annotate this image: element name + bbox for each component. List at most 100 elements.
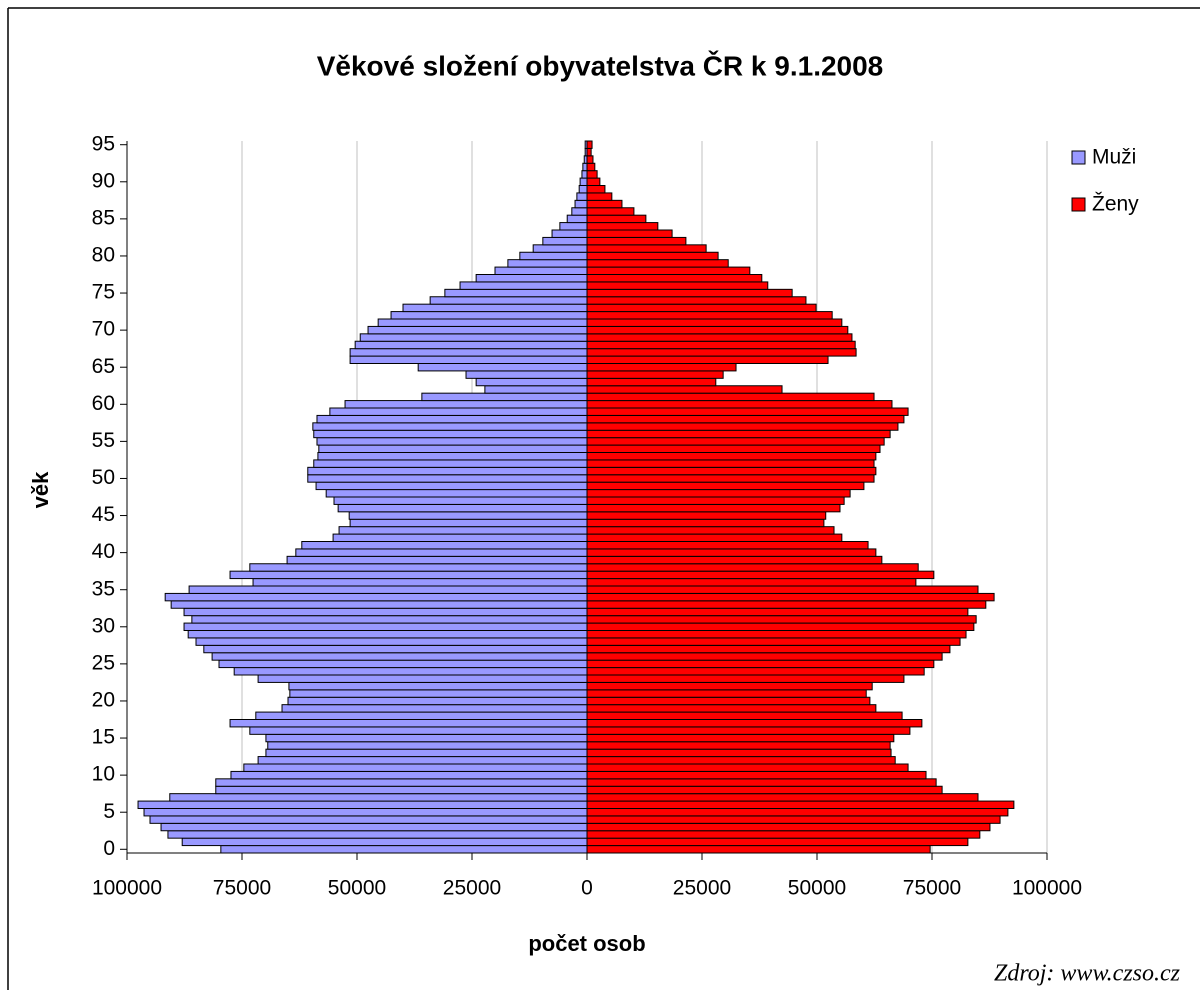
- bar: [586, 288, 793, 298]
- bar: [149, 815, 588, 824]
- bar: [586, 511, 827, 520]
- bar: [349, 518, 588, 528]
- bar: [586, 548, 877, 557]
- bar: [586, 637, 961, 646]
- source-note: Zdroj: www.czso.cz: [994, 961, 1181, 987]
- bar: [566, 214, 588, 224]
- bar: [586, 681, 873, 691]
- bar: [507, 259, 588, 268]
- bar: [183, 607, 588, 617]
- bar: [367, 325, 588, 335]
- bar: [181, 837, 588, 847]
- y-tick-label: 35: [92, 577, 115, 600]
- bar: [586, 719, 923, 728]
- bar: [586, 630, 967, 639]
- bar: [265, 748, 588, 758]
- bar: [484, 385, 588, 394]
- y-tick-label: 0: [103, 837, 115, 860]
- x-tick-label: 0: [581, 877, 593, 900]
- bar: [586, 644, 951, 654]
- bar: [312, 422, 588, 431]
- x-tick-label: 50000: [788, 877, 846, 900]
- bar: [307, 466, 588, 476]
- bar: [586, 236, 687, 246]
- bar: [295, 548, 588, 557]
- bar: [494, 266, 588, 276]
- y-tick-label: 95: [92, 132, 115, 155]
- bar: [586, 741, 891, 750]
- bar: [586, 808, 1009, 817]
- bar: [586, 496, 845, 505]
- bar: [519, 251, 588, 261]
- x-tick-label: 25000: [443, 877, 501, 900]
- bar: [267, 741, 588, 750]
- y-tick-label: 10: [92, 763, 115, 786]
- y-tick-label: 70: [92, 318, 115, 341]
- bar: [586, 348, 857, 357]
- bar: [586, 392, 875, 402]
- bar: [586, 756, 896, 765]
- bar: [344, 400, 588, 409]
- bar: [586, 503, 841, 513]
- bar: [586, 333, 853, 342]
- bar: [586, 259, 729, 268]
- bar: [586, 185, 606, 194]
- bar: [316, 414, 588, 424]
- bar: [229, 570, 588, 580]
- bar: [586, 592, 995, 602]
- bar: [169, 793, 588, 802]
- bar: [257, 674, 588, 683]
- bar: [249, 726, 588, 735]
- bar: [229, 719, 588, 728]
- bar: [390, 311, 588, 320]
- bar: [337, 503, 588, 513]
- legend-label: Muži: [1092, 146, 1136, 169]
- bar: [348, 511, 588, 520]
- bar: [576, 192, 588, 201]
- bar: [551, 229, 588, 238]
- bar: [586, 459, 875, 468]
- bar: [586, 155, 594, 164]
- bar: [559, 222, 588, 231]
- bar: [187, 630, 588, 639]
- x-tick-label: 50000: [328, 877, 386, 900]
- bar: [465, 370, 588, 379]
- bar: [586, 607, 969, 617]
- bar: [313, 459, 588, 468]
- bar: [354, 340, 588, 350]
- bar: [586, 518, 825, 528]
- bar: [475, 377, 588, 387]
- bar: [183, 622, 588, 631]
- bar: [586, 793, 979, 802]
- bar: [586, 311, 833, 320]
- bar: [215, 778, 588, 787]
- bar: [586, 815, 1001, 824]
- bar: [586, 837, 969, 847]
- bar: [586, 526, 835, 535]
- bar: [220, 845, 588, 854]
- bar: [586, 385, 783, 394]
- bar: [586, 266, 751, 276]
- bar: [586, 785, 943, 795]
- bar: [574, 199, 588, 209]
- x-tick-label: 100000: [92, 877, 162, 900]
- bar: [377, 318, 588, 327]
- bar: [586, 541, 869, 550]
- x-tick-label: 75000: [903, 877, 961, 900]
- bar: [289, 689, 588, 698]
- bar: [586, 733, 895, 743]
- bar: [586, 845, 931, 854]
- bar: [586, 162, 596, 172]
- bar: [586, 763, 909, 772]
- bar: [586, 303, 817, 313]
- bar: [359, 333, 588, 342]
- bar: [586, 674, 905, 683]
- y-tick-label: 45: [92, 503, 115, 526]
- bar: [586, 578, 917, 587]
- bar: [586, 800, 1015, 809]
- bar: [316, 437, 588, 446]
- chart-title: Věkové složení obyvatelstva ČR k 9.1.200…: [317, 49, 884, 81]
- bar: [586, 222, 659, 231]
- bar: [586, 622, 975, 631]
- bar: [586, 140, 593, 149]
